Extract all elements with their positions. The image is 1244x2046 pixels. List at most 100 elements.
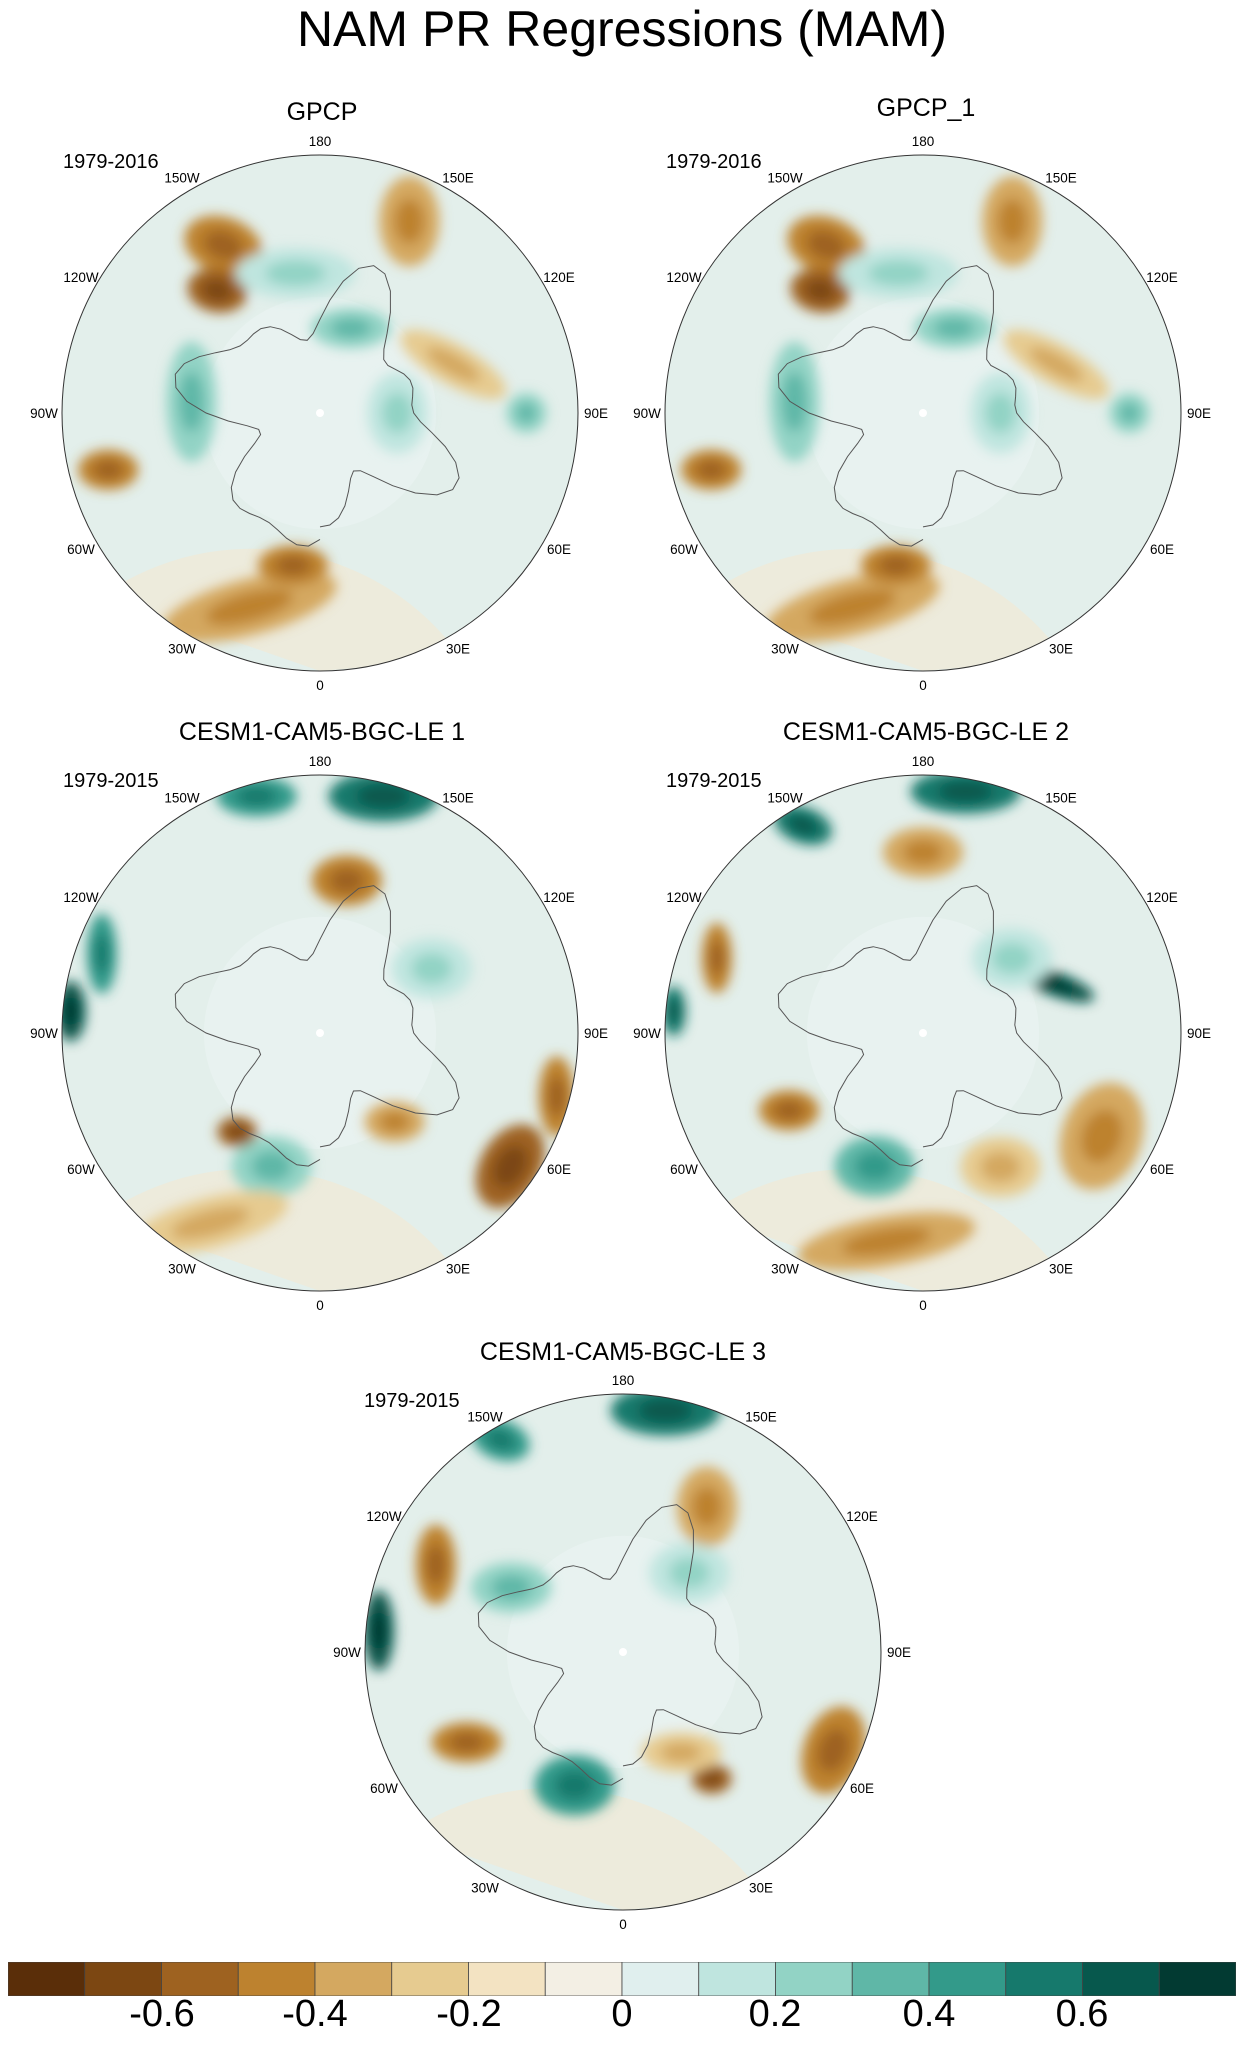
colorbar-swatch [698,1962,776,1996]
longitude-label: 30E [446,1262,470,1277]
longitude-label: 150W [164,790,200,805]
panel-years-cesm-3: 1979-2015 [364,1390,460,1412]
anomaly-core [997,198,1028,244]
anomaly-core [493,1145,528,1188]
longitude-label: 180 [309,754,332,769]
colorbar-swatch [8,1962,86,1996]
longitude-label: 150E [442,170,474,185]
map-boundary [61,154,579,672]
colorbar-swatch [544,1962,623,1996]
longitude-label: 150W [767,170,803,185]
anomaly-core [1029,347,1083,382]
colorbar-swatch [851,1962,930,1996]
colorbar-swatch [468,1962,546,1996]
north-pole-marker [316,1029,324,1037]
anomaly-core [179,371,204,432]
figure-title: NAM PR Regressions (MAM) [296,1,948,57]
anomaly-core [806,230,846,261]
longitude-label: 60W [670,1162,698,1177]
panel-years-gpcp: 1979-2016 [63,151,159,173]
longitude-label: 180 [612,1373,635,1388]
longitude-label: 120E [543,890,575,905]
map-boundary [664,154,1182,672]
anomaly-core [980,1152,1021,1183]
coastline [174,265,460,547]
longitude-label: 150E [442,790,474,805]
longitude-label: 150E [745,1409,777,1424]
anomaly-core [788,815,818,836]
longitude-label: 30W [168,642,196,657]
colorbar-swatch [928,1962,1007,1996]
colorbar-swatch [1082,1962,1160,1996]
anomaly-core [991,943,1032,974]
anomaly-core [696,459,727,480]
anomaly-core [491,1575,532,1600]
longitude-label: 120W [666,890,702,905]
anomaly-core [426,347,480,382]
anomaly-core [236,786,277,807]
anomaly-core [516,403,537,423]
anomaly-core [329,868,365,894]
longitude-label: 120E [846,1509,878,1524]
longitude-label: 90E [1187,406,1211,421]
anomaly-core [171,1206,250,1239]
colorbar-swatch [1158,1962,1236,1996]
longitude-label: 120E [543,270,575,285]
colorbar-tick-label: 0.6 [1055,1993,1109,2035]
coastline [777,265,1063,547]
panel-title-cesm-1: CESM1-CAM5-BGC-LE 1 [178,718,466,746]
anomaly-core [554,1770,595,1801]
anomaly-core [878,555,914,576]
longitude-label: 120W [666,270,702,285]
longitude-label: 30E [1049,1262,1073,1277]
anomaly-core [355,783,411,809]
anomaly-core [411,953,452,984]
longitude-label: 60W [67,1162,95,1177]
anomaly-core [805,279,836,302]
anomaly-core [854,1151,895,1182]
coastline [777,885,1063,1167]
panel-title-gpcp-1: GPCP_1 [876,94,976,122]
longitude-label: 90E [887,1645,911,1660]
longitude-label: 30W [168,1262,196,1277]
panel-title-gpcp: GPCP [286,98,358,126]
colorbar-swatch [314,1962,393,1996]
colorbar-tick-label: -0.2 [436,1993,502,2035]
coastline [477,1504,763,1786]
colorbar-swatch [161,1962,239,1996]
anomaly-core [63,996,79,1027]
longitude-label: 30E [749,1881,773,1896]
panel-years-cesm-1: 1979-2015 [63,770,159,792]
longitude-label: 90W [30,1026,58,1041]
longitude-label: 30E [446,642,470,657]
anomaly-core [379,1111,410,1132]
north-pole-marker [919,1029,927,1037]
longitude-label: 60E [1150,542,1174,557]
longitude-label: 120E [1146,890,1178,905]
longitude-label: 150E [1045,790,1077,805]
anomaly-core [691,1486,722,1527]
anomaly-core [1037,975,1076,994]
colorbar-swatch [621,1962,700,1996]
panel-title-cesm-3: CESM1-CAM5-BGC-LE 3 [479,1338,767,1366]
anomaly-core [227,1124,248,1140]
anomaly-core [817,1728,850,1772]
panel-years-gpcp-1: 1979-2016 [666,151,762,173]
anomaly-core [709,940,725,976]
longitude-label: 150E [1045,170,1077,185]
longitude-label: 30W [471,1881,499,1896]
anomaly-core [808,589,897,625]
anomaly-core [903,839,943,865]
anomaly-core [371,1610,387,1651]
longitude-label: 180 [912,134,935,149]
anomaly-core [841,1226,931,1256]
anomaly-core [638,1398,694,1424]
anomaly-core [669,1557,710,1588]
anomaly-core [667,998,680,1024]
north-pole-marker [316,409,324,417]
map-boundary [61,774,579,1292]
colorbar-swatch [775,1962,853,1996]
anomaly-core [547,1076,566,1117]
anomaly-core [1119,403,1140,423]
